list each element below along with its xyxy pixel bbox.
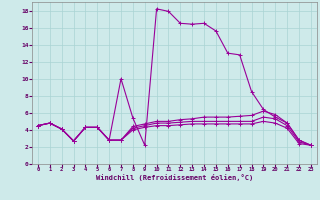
X-axis label: Windchill (Refroidissement éolien,°C): Windchill (Refroidissement éolien,°C) (96, 174, 253, 181)
